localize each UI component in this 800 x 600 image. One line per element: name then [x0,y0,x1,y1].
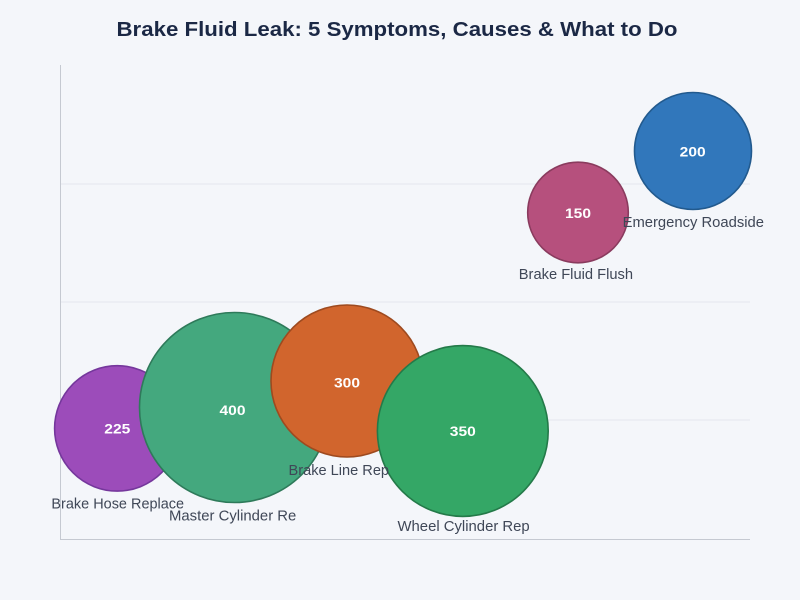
svg-text:Brake Fluid Flush: Brake Fluid Flush [519,267,633,283]
svg-text:150: 150 [565,206,591,221]
svg-text:225: 225 [104,422,131,437]
svg-text:Brake Hose Replace: Brake Hose Replace [51,496,184,512]
svg-text:350: 350 [450,424,476,439]
svg-text:300: 300 [334,376,360,391]
svg-text:Wheel Cylinder Rep: Wheel Cylinder Rep [398,519,530,535]
svg-text:Brake Fluid Leak: 5 Symptoms,: Brake Fluid Leak: 5 Symptoms, Causes & W… [117,19,678,41]
svg-text:Emergency Roadside: Emergency Roadside [623,215,764,231]
svg-text:200: 200 [680,145,706,160]
svg-text:Brake Line Rep: Brake Line Rep [289,463,390,479]
svg-text:Master Cylinder Re: Master Cylinder Re [169,508,296,524]
svg-text:400: 400 [220,403,246,418]
